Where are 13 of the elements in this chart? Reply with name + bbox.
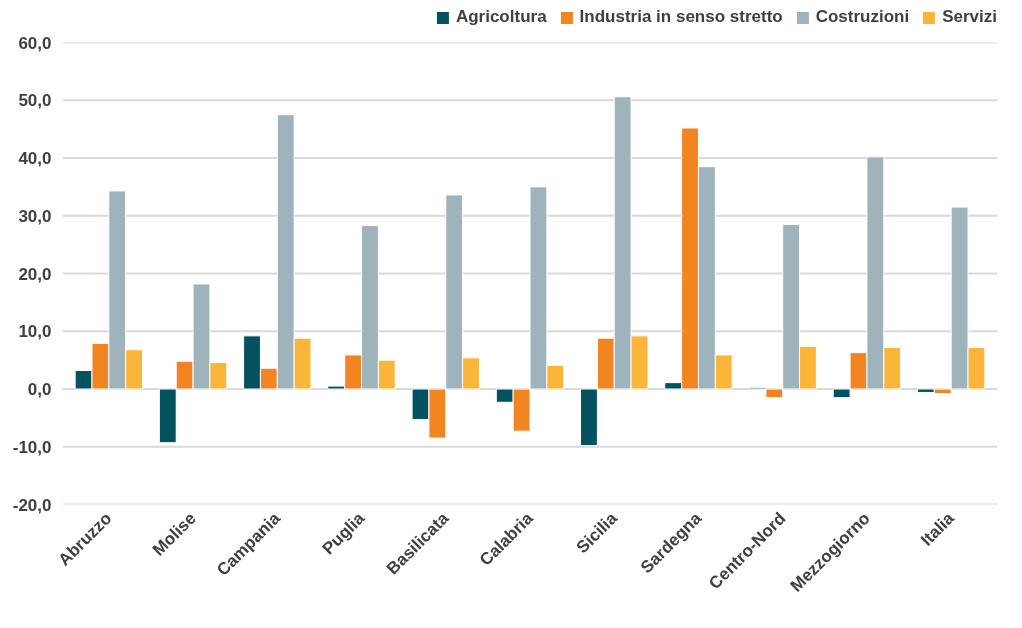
y-tick-label: 20,0 bbox=[18, 264, 52, 284]
legend-label: Costruzioni bbox=[815, 7, 910, 27]
y-tick-label: 10,0 bbox=[18, 322, 52, 342]
legend-label: Servizi bbox=[942, 7, 997, 27]
y-tick-label: 60,0 bbox=[18, 33, 52, 53]
legend-label: Industria in senso stretto bbox=[579, 7, 783, 27]
legend-label: Agricoltura bbox=[455, 7, 547, 27]
y-tick-label: 30,0 bbox=[18, 206, 52, 226]
y-tick-label: 0,0 bbox=[27, 380, 52, 399]
y-tick-label: -10,0 bbox=[12, 437, 52, 457]
y-tick-label: -20,0 bbox=[12, 495, 52, 515]
y-tick-label: 40,0 bbox=[18, 149, 52, 168]
y-tick-label: 50,0 bbox=[18, 91, 52, 111]
